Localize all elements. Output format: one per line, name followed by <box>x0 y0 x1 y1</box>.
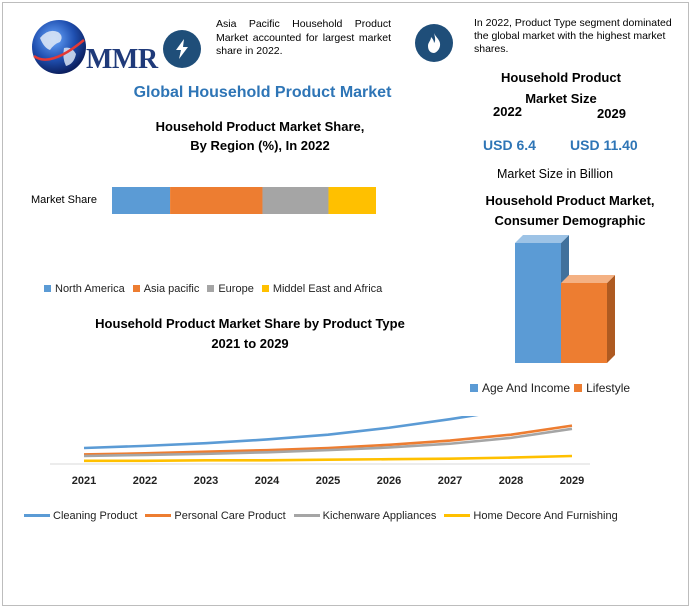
series-line-home-decore-and-furnishing <box>84 454 573 463</box>
legend-item-lifestyle: Lifestyle <box>574 381 630 395</box>
legend-item-age-and-income: Age And Income <box>470 381 570 395</box>
legend-label: Personal Care Product <box>174 509 286 522</box>
product-chart-title-1: Household Product Market Share by Produc… <box>95 316 405 331</box>
legend-swatch <box>44 285 51 292</box>
demographic-chart-title-1: Household Product Market, <box>485 193 655 208</box>
product-legend: Cleaning Product Personal Care Product Kic… <box>24 504 626 522</box>
x-tick-label: 2023 <box>194 475 218 487</box>
legend-swatch <box>574 384 583 392</box>
legend-item-personal-care-product: Personal Care Product <box>145 509 286 522</box>
flame-icon <box>415 24 453 62</box>
x-tick-label: 2026 <box>377 475 401 487</box>
legend-item-cleaning-product: Cleaning Product <box>24 510 137 522</box>
region-category-label: Market Share <box>31 194 98 206</box>
legend-swatch <box>207 285 215 292</box>
legend-label: Age And Income <box>482 381 571 395</box>
region-chart-title-2: By Region (%), In 2022 <box>190 138 330 153</box>
x-tick-label: 2027 <box>438 475 462 487</box>
market-size-title-2: Market Size <box>525 91 597 106</box>
demographic-bar-chart <box>515 235 615 363</box>
legend-label: Asia pacific <box>143 282 200 295</box>
legend-label: Middel East and Africa <box>272 282 383 295</box>
series-line-personal-care-product <box>83 424 573 456</box>
legend-item-home-decore-and-furnishing: Home Decore And Furnishing <box>444 509 618 522</box>
legend-item-north-america: North America <box>44 283 125 295</box>
region-chart-title-1: Household Product Market Share, <box>155 119 365 134</box>
legend-line-swatch <box>145 514 172 517</box>
legend-item-kichenware-appliances: Kichenware Appliances <box>293 509 437 522</box>
bar-segment-north-america <box>112 187 171 214</box>
year-start: 2022 <box>493 104 522 119</box>
market-size-unit: Market Size in Billion <box>497 167 614 181</box>
bar-segment-asia-pacific <box>170 187 263 214</box>
series-line-kichenware-appliances <box>83 427 573 458</box>
legend-line-swatch <box>293 514 320 517</box>
value-end: USD 11.40 <box>570 137 638 153</box>
callout-text-1: Asia Pacific Household Product Market ac… <box>216 18 391 57</box>
demographic-legend: Age And Income Lifestyle <box>470 379 634 397</box>
mmr-logo: MMR <box>30 18 160 78</box>
x-tick-label: 2028 <box>499 475 523 487</box>
legend-label: Kichenware Appliances <box>322 509 437 522</box>
legend-item-middel-east-and-africa: Middel East and Africa <box>261 282 383 295</box>
region-stacked-bar <box>112 187 376 214</box>
logo-text: MMR <box>86 44 158 75</box>
x-tick-label: 2024 <box>255 475 280 487</box>
legend-label: North America <box>55 282 125 295</box>
bar-segment-europe <box>262 187 329 214</box>
legend-label: Lifestyle <box>586 381 631 395</box>
bar-segment-middel-east-and-africa <box>328 187 376 214</box>
legend-label: Europe <box>218 282 254 295</box>
globe-icon <box>32 20 86 74</box>
bar-lifestyle <box>561 275 615 363</box>
lightning-icon <box>163 30 201 68</box>
market-size-title-1: Household Product <box>501 70 621 85</box>
legend-swatch <box>470 384 478 392</box>
bar-age-and-income <box>515 235 569 363</box>
legend-line-swatch <box>444 514 471 517</box>
legend-swatch <box>132 285 140 292</box>
page-title: Global Household Product Market <box>133 84 392 101</box>
x-tick-label: 2022 <box>133 475 157 487</box>
legend-swatch <box>261 285 269 292</box>
product-chart-title-2: 2021 to 2029 <box>211 336 289 351</box>
legend-label: Cleaning Product <box>53 509 138 522</box>
x-tick-label: 2021 <box>72 475 96 487</box>
region-legend: North America Asia pacific Europe Middel Ea… <box>44 279 390 297</box>
legend-item-europe: Europe <box>207 282 254 295</box>
x-tick-label: 2025 <box>316 475 340 487</box>
legend-line-swatch <box>24 514 50 517</box>
callout-text-2: In 2022, Product Type segment dominated … <box>474 17 672 55</box>
demographic-chart-title-2: Consumer Demographic <box>494 213 646 228</box>
series-line-cleaning-product <box>83 416 479 450</box>
year-end: 2029 <box>597 106 626 121</box>
legend-item-asia-pacific: Asia pacific <box>132 282 200 295</box>
product-line-chart: 2021 2022 2023 2024 2025 2026 2027 2028 2029 <box>50 416 590 487</box>
x-tick-label: 2029 <box>560 475 584 487</box>
legend-label: Home Decore And Furnishing <box>473 509 618 522</box>
value-start: USD 6.4 <box>483 137 536 153</box>
